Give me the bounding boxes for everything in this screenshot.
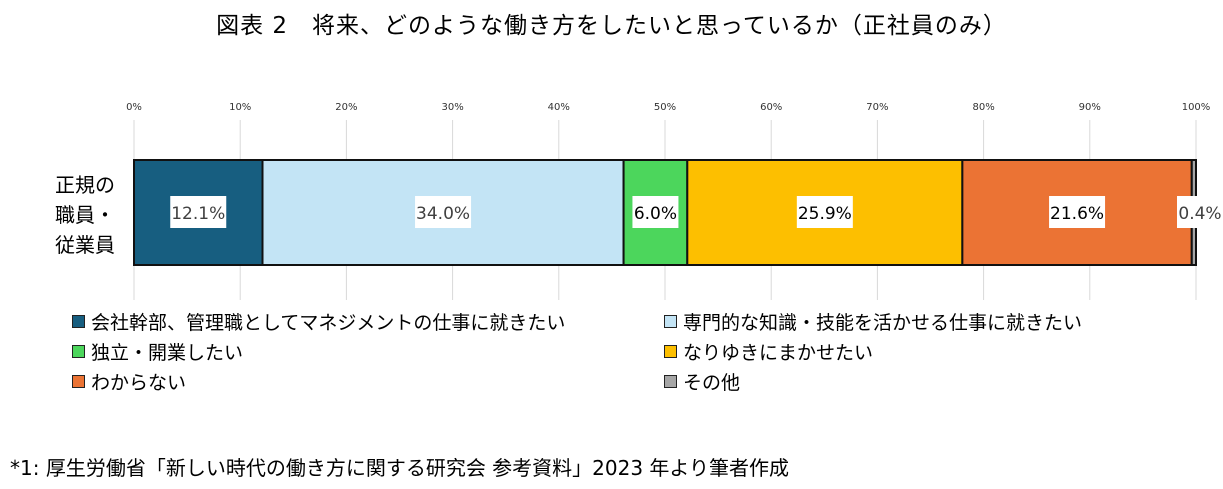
legend-label: なりゆきにまかせたい [683, 342, 874, 364]
category-label: 正規の [55, 173, 115, 197]
data-label: 34.0% [416, 204, 470, 224]
x-tick-label: 30% [441, 102, 463, 113]
x-tick-label: 100% [1182, 102, 1211, 113]
x-tick-label: 50% [654, 102, 676, 113]
x-tick-label: 80% [972, 102, 994, 113]
chart-title: 図表 2 将来、どのような働き方をしたいと思っているか（正社員のみ） [216, 13, 1007, 39]
data-label: 25.9% [798, 204, 852, 224]
category-label: 職員・ [55, 203, 115, 227]
x-tick-label: 70% [866, 102, 888, 113]
legend-swatch [664, 315, 677, 328]
data-label-box [796, 196, 853, 228]
data-label-box [170, 196, 227, 228]
legend-label: 専門的な知識・技能を活かせる仕事に就きたい [683, 312, 1083, 334]
data-label: 21.6% [1050, 204, 1104, 224]
data-label: 0.4% [1178, 204, 1221, 224]
legend-item: 専門的な知識・技能を活かせる仕事に就きたい [664, 308, 1082, 335]
data-label-box [415, 196, 472, 228]
legend-swatch [72, 375, 85, 388]
x-tick-label: 60% [760, 102, 782, 113]
stacked-bar-chart: 0% 10% 20% 30% 40% 50% 60% 70% 80% 90% 100% 正規の職員・従… [55, 102, 1223, 300]
legend-swatch [664, 375, 677, 388]
legend-item: その他 [664, 368, 740, 395]
data-label-box [1177, 196, 1223, 228]
data-label: 12.1% [171, 204, 225, 224]
x-tick-label: 40% [548, 102, 570, 113]
legend-swatch [72, 345, 85, 358]
legend-label: その他 [683, 372, 741, 394]
legend-item: わからない [72, 368, 186, 395]
x-tick-label: 20% [335, 102, 357, 113]
legend-item: 独立・開業したい [72, 338, 243, 365]
category-label: 従業員 [55, 233, 115, 257]
data-label-box [632, 196, 679, 228]
legend-item: 会社幹部、管理職としてマネジメントの仕事に就きたい [72, 308, 565, 335]
legend-item: なりゆきにまかせたい [664, 338, 873, 365]
x-tick-label: 0% [126, 102, 142, 113]
data-label: 6.0% [634, 204, 677, 224]
x-tick-label: 90% [1079, 102, 1101, 113]
legend-label: わからない [91, 372, 187, 394]
x-tick-label: 10% [229, 102, 251, 113]
legend-swatch [664, 345, 677, 358]
legend-label: 独立・開業したい [91, 342, 244, 364]
footnote: *1: 厚生労働省「新しい時代の働き方に関する研究会 参考資料」2023 年より… [10, 456, 790, 480]
legend-swatch [72, 315, 85, 328]
data-label-box [1049, 196, 1106, 228]
legend-label: 会社幹部、管理職としてマネジメントの仕事に就きたい [91, 312, 566, 334]
